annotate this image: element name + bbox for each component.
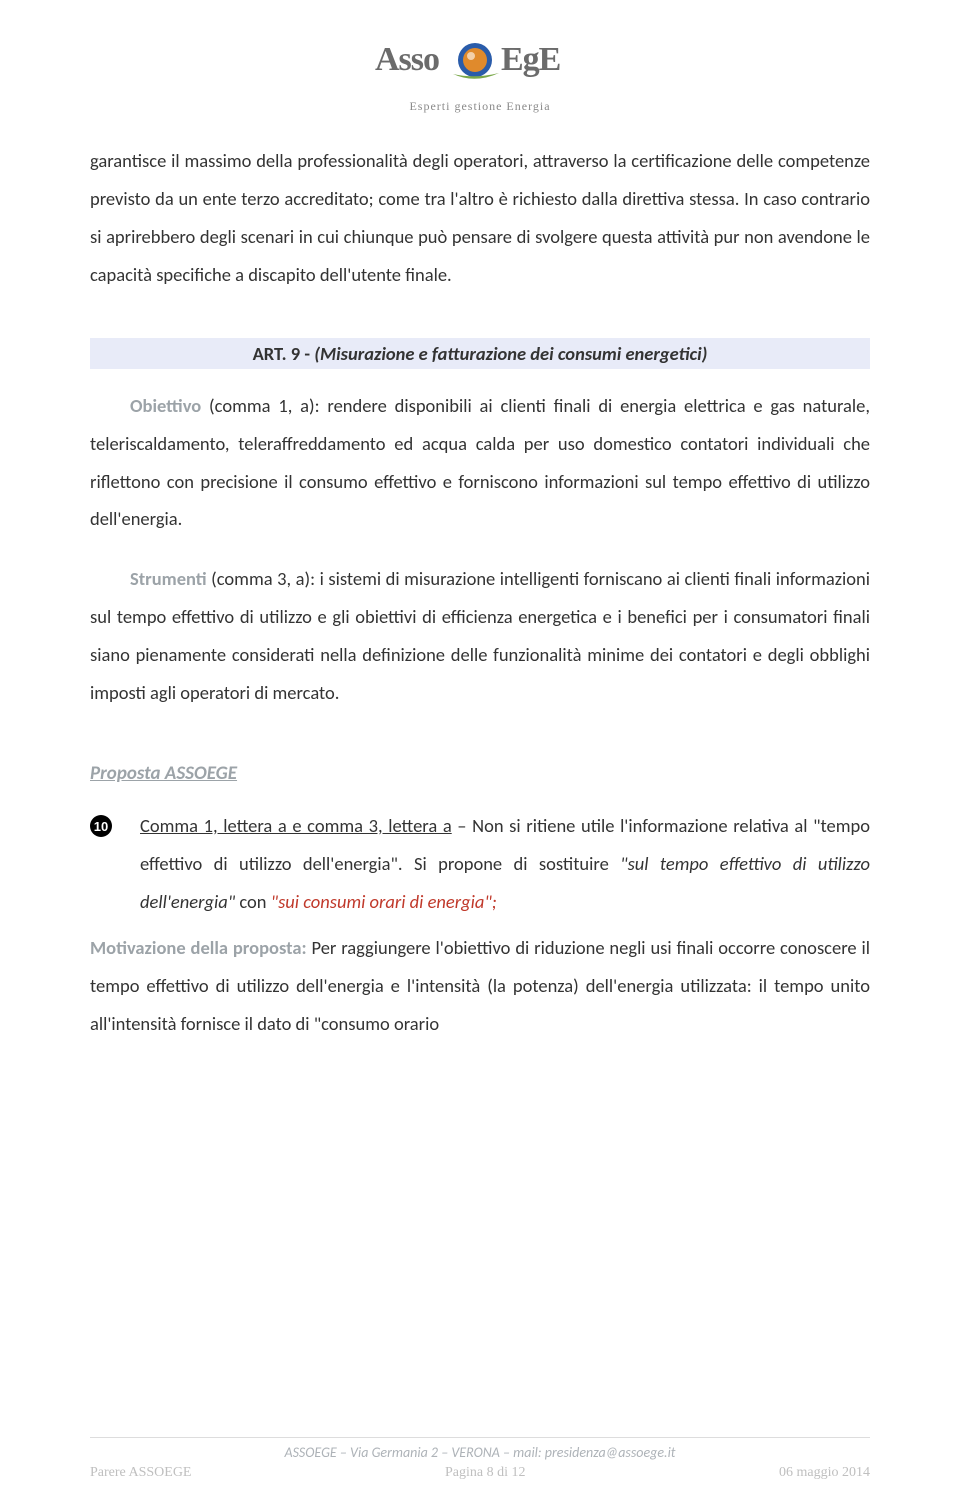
strumenti-paragraph: Strumenti (comma 3, a): i sistemi di mis… <box>90 560 870 712</box>
footer-left: Parere ASSOEGE <box>90 1465 192 1481</box>
motivazione-paragraph: Motivazione della proposta: Per raggiung… <box>90 929 870 1043</box>
header-logo: Asso EgE Esperti gestione Energia <box>90 30 870 114</box>
footer-row: Parere ASSOEGE Pagina 8 di 12 06 maggio … <box>90 1465 870 1481</box>
obiettivo-paragraph: Obiettivo (comma 1, a): rendere disponib… <box>90 387 870 539</box>
strumenti-lead: Strumenti <box>130 567 207 590</box>
logo-subtitle: Esperti gestione Energia <box>90 99 870 114</box>
proposal-bullet-row: 10 Comma 1, lettera a e comma 3, lettera… <box>90 807 870 925</box>
bullet-number-badge: 10 <box>90 815 112 837</box>
footer-contact: ASSOEGE – Via Germania 2 – VERONA – mail… <box>90 1444 870 1461</box>
proposal-heading: Proposta ASSOEGE <box>90 762 870 785</box>
page-footer: ASSOEGE – Via Germania 2 – VERONA – mail… <box>90 1437 870 1481</box>
obiettivo-text: (comma 1, a): rendere disponibili ai cli… <box>90 394 870 531</box>
article-title: (Misurazione e fatturazione dei consumi … <box>314 342 707 365</box>
article-heading: ART. 9 - (Misurazione e fatturazione dei… <box>90 338 870 369</box>
bullet-quote2: "sui consumi orari di energia"; <box>271 890 497 913</box>
bullet-underline: Comma 1, lettera a e comma 3, lettera a <box>140 814 452 837</box>
strumenti-text: (comma 3, a): i sistemi di misurazione i… <box>90 567 870 704</box>
svg-text:EgE: EgE <box>501 41 560 78</box>
obiettivo-lead: Obiettivo <box>130 394 201 417</box>
bullet-con: con <box>235 890 271 913</box>
svg-text:Asso: Asso <box>375 41 439 78</box>
motivazione-lead: Motivazione della proposta: <box>90 936 307 959</box>
logo-svg: Asso EgE <box>375 30 585 90</box>
intro-paragraph: garantisce il massimo della professional… <box>90 142 870 294</box>
bullet-paragraph: Comma 1, lettera a e comma 3, lettera a … <box>140 807 870 921</box>
article-label: ART. 9 - <box>253 342 310 365</box>
footer-center: Pagina 8 di 12 <box>445 1465 526 1481</box>
footer-separator <box>90 1437 870 1438</box>
footer-right: 06 maggio 2014 <box>779 1465 870 1481</box>
